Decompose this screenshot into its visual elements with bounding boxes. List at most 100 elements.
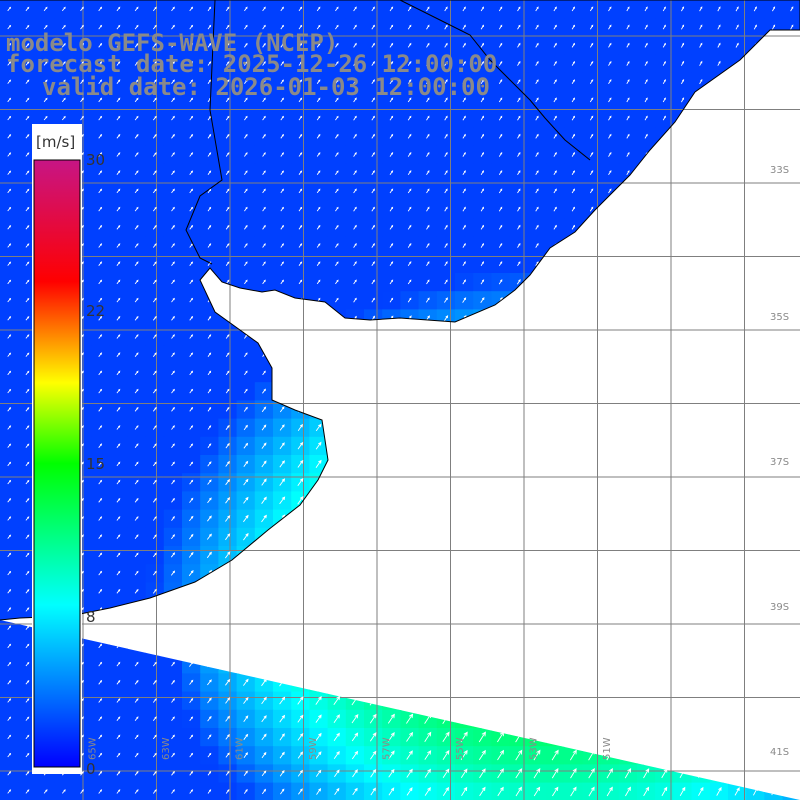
wind-arrow <box>715 512 723 525</box>
wind-arrow <box>442 530 450 543</box>
wind-arrow <box>478 476 487 488</box>
wind-speed-cell <box>746 364 765 383</box>
wind-arrow <box>424 512 432 524</box>
wind-speed-cell <box>782 564 800 583</box>
wind-speed-cell <box>564 309 583 329</box>
wind-speed-cell <box>345 491 365 511</box>
wind-speed-cell <box>582 418 602 438</box>
wind-speed-cell <box>746 163 765 183</box>
wind-speed-cell <box>728 54 747 74</box>
wind-arrow <box>316 24 321 30</box>
wind-arrow <box>262 6 266 12</box>
wind-arrow <box>717 115 721 121</box>
wind-speed-cell <box>273 600 292 620</box>
wind-arrow <box>335 206 339 212</box>
wind-arrow <box>407 206 412 212</box>
wind-arrow <box>535 24 539 30</box>
wind-speed-cell <box>673 364 693 383</box>
wind-arrow <box>278 623 286 633</box>
wind-arrow <box>369 513 377 524</box>
wind-speed-cell <box>691 436 711 456</box>
wind-arrow <box>207 352 212 357</box>
wind-speed-cell <box>364 509 383 529</box>
wind-arrow <box>625 368 631 378</box>
wind-arrow <box>298 224 303 230</box>
wind-speed-cell <box>728 728 747 747</box>
wind-arrow <box>316 261 321 266</box>
wind-arrow <box>388 731 395 742</box>
wind-arrow <box>242 551 249 559</box>
wind-speed-cell <box>509 382 529 401</box>
wind-arrow <box>625 786 631 797</box>
wind-arrow <box>498 133 503 139</box>
wind-speed-cell <box>673 618 693 638</box>
wind-arrow <box>462 42 466 48</box>
wind-arrow <box>553 97 557 103</box>
wind-speed-cell <box>364 491 383 511</box>
wind-arrow <box>334 769 340 778</box>
wind-arrow <box>298 133 303 139</box>
wind-speed-cell <box>600 436 620 456</box>
wind-arrow <box>770 513 777 524</box>
wind-arrow <box>351 495 359 506</box>
wind-arrow <box>699 133 703 139</box>
wind-arrow <box>7 352 12 357</box>
wind-arrow <box>788 531 795 542</box>
wind-arrow <box>569 458 577 470</box>
wind-arrow <box>298 261 303 266</box>
wind-arrow <box>478 657 487 671</box>
wind-speed-cell <box>546 637 565 656</box>
wind-arrow <box>188 624 194 631</box>
wind-arrow <box>662 97 666 103</box>
wind-speed-cell <box>728 254 747 274</box>
wind-arrow <box>660 694 668 707</box>
wind-arrow <box>514 694 523 707</box>
wind-speed-cell <box>273 546 292 565</box>
wind-speed-cell <box>691 655 711 674</box>
wind-arrow <box>442 676 450 688</box>
wind-arrow <box>242 605 249 614</box>
wind-arrow <box>678 603 687 616</box>
wind-arrow <box>480 42 485 48</box>
wind-arrow <box>790 297 794 303</box>
wind-arrow <box>535 79 539 85</box>
wind-arrow <box>443 368 449 377</box>
wind-arrow <box>7 698 12 703</box>
wind-arrow <box>788 585 795 597</box>
wind-arrow <box>297 677 304 687</box>
wind-arrow <box>715 639 723 652</box>
wind-arrow <box>116 61 121 66</box>
wind-speed-cell <box>709 618 729 638</box>
wind-speed-cell <box>564 509 583 529</box>
wind-arrow <box>498 60 503 66</box>
wind-arrow <box>734 404 740 414</box>
wind-arrow <box>733 658 741 670</box>
wind-arrow <box>407 351 413 359</box>
wind-arrow <box>387 549 396 561</box>
wind-arrow <box>388 422 395 432</box>
wind-speed-cell <box>491 345 511 365</box>
wind-speed-cell <box>728 109 747 128</box>
wind-arrow <box>316 170 321 175</box>
wind-arrow <box>152 734 157 740</box>
wind-arrow <box>334 369 340 376</box>
wind-speed-cell <box>564 254 583 274</box>
wind-arrow <box>517 24 521 30</box>
wind-arrow <box>553 133 557 139</box>
wind-arrow <box>171 734 175 740</box>
wind-arrow <box>534 350 540 359</box>
wind-speed-cell <box>582 436 602 456</box>
wind-arrow <box>407 133 412 139</box>
wind-arrow <box>389 297 394 303</box>
wind-arrow <box>734 787 740 796</box>
wind-arrow <box>116 334 121 339</box>
wind-arrow <box>514 548 523 562</box>
wind-arrow <box>80 61 84 66</box>
wind-speed-cell <box>327 564 347 583</box>
wind-speed-cell <box>345 473 365 492</box>
wind-arrow <box>370 405 377 414</box>
wind-arrow <box>171 698 175 703</box>
wind-arrow <box>25 6 30 12</box>
wind-speed-cell <box>455 618 474 638</box>
